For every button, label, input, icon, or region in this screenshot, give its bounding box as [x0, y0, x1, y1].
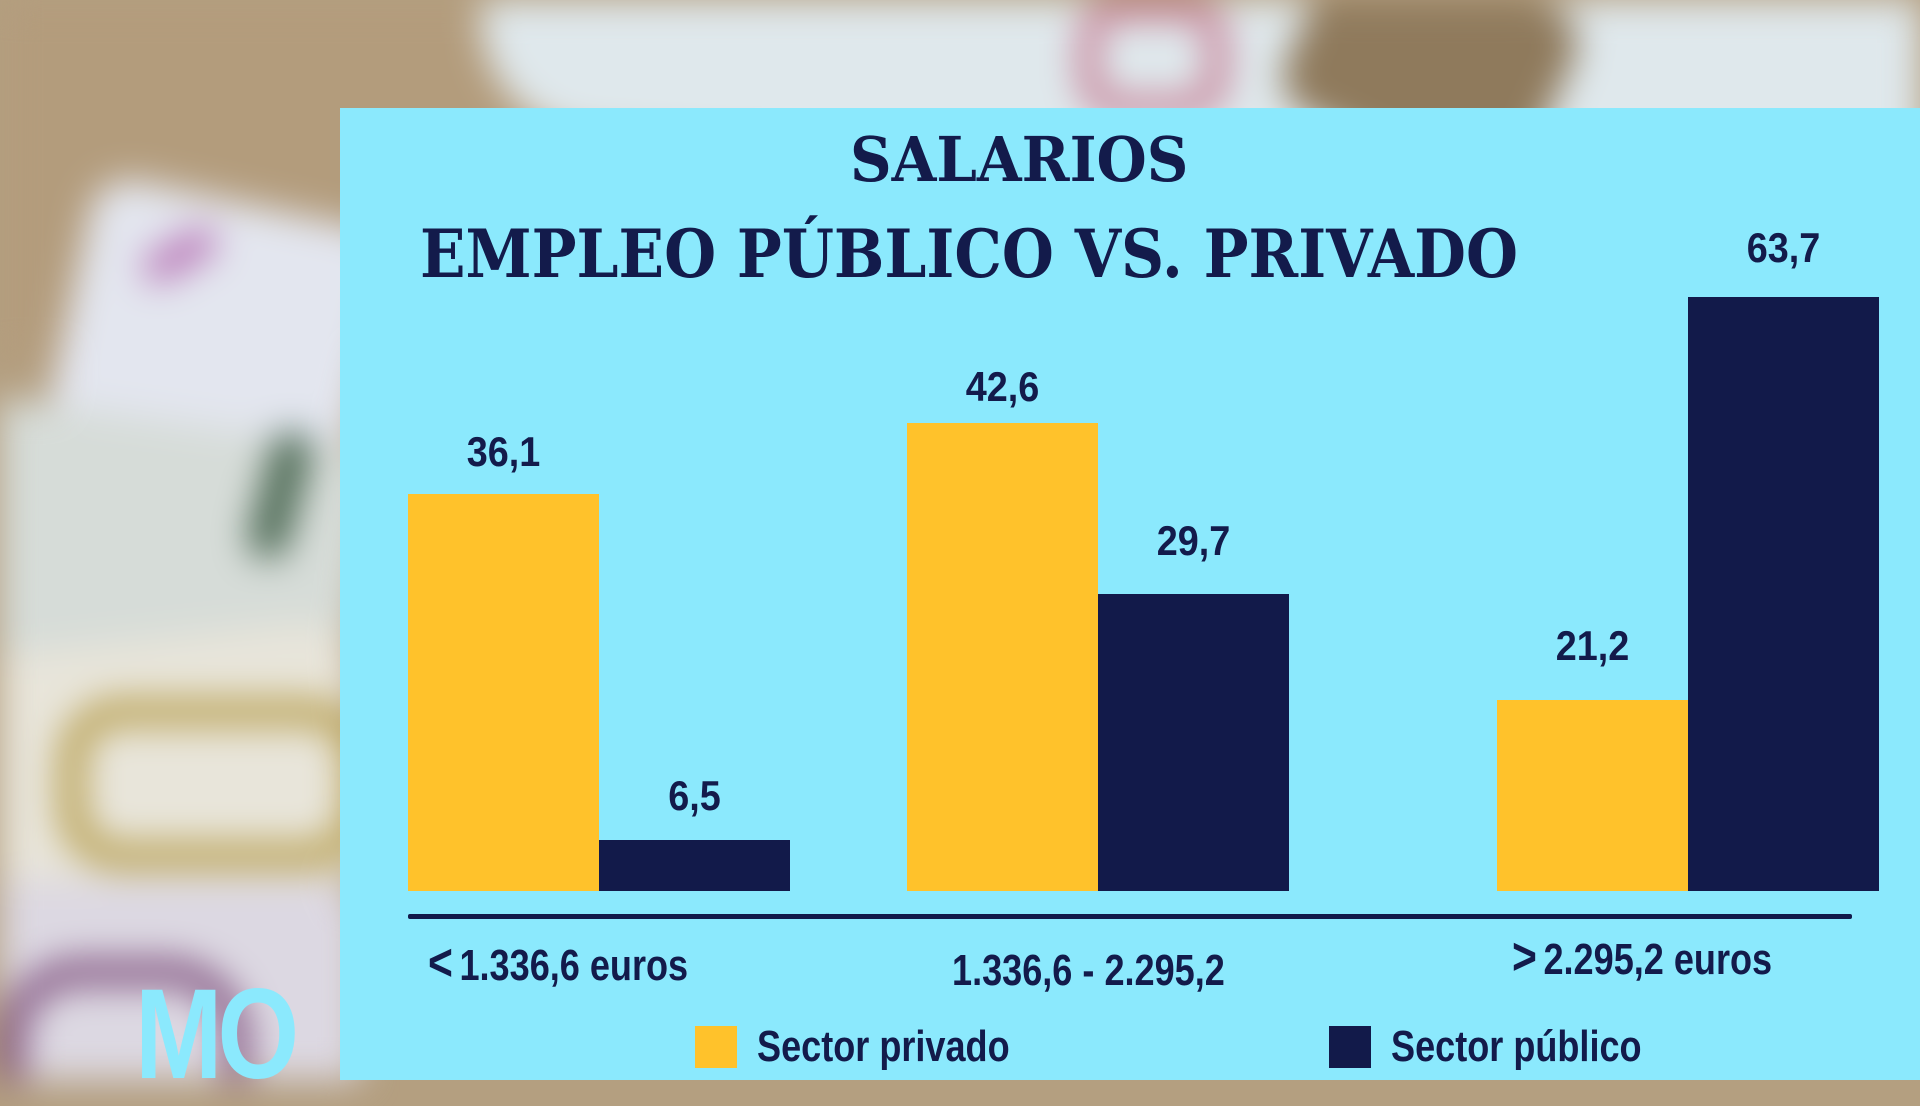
bar-privado-3 [1497, 700, 1688, 891]
chart-panel: SALARIOS EMPLEO PÚBLICO VS. PRIVADO 36,1… [340, 108, 1920, 1080]
greater-than-icon: > [1512, 928, 1537, 986]
brand-logo: MO [135, 963, 299, 1106]
legend-item-publico: Sector público [1329, 1022, 1697, 1072]
bar-publico-2 [1098, 594, 1289, 891]
bar-privado-1 [408, 494, 599, 891]
bar-publico-3 [1688, 297, 1879, 891]
legend-label-privado: Sector privado [757, 1022, 1010, 1071]
legend-label-publico: Sector público [1391, 1022, 1642, 1071]
value-label-privado-3: 21,2 [1555, 622, 1630, 669]
category-label-2: 1.336,6 - 2.295,2 [952, 946, 1225, 995]
legend-swatch-privado [695, 1026, 737, 1068]
legend-swatch-publico [1329, 1026, 1371, 1068]
legend-item-privado: Sector privado [695, 1022, 1065, 1072]
bar-privado-2 [907, 423, 1098, 891]
value-label-publico-3: 63,7 [1746, 224, 1821, 271]
value-label-privado-2: 42,6 [965, 363, 1040, 410]
less-than-icon: < [428, 934, 453, 992]
value-label-publico-1: 6,5 [668, 772, 721, 819]
value-label-privado-1: 36,1 [466, 428, 541, 475]
chart-title: SALARIOS [850, 123, 1189, 196]
category-label-1: <1.336,6 euros [428, 934, 689, 992]
category-label-3: >2.295,2 euros [1512, 928, 1773, 986]
chart-subtitle: EMPLEO PÚBLICO VS. PRIVADO [420, 215, 1519, 293]
bar-chart: 36,1 6,5 42,6 29,7 21,2 63,7 <1.336,6 eu… [340, 108, 1920, 1080]
value-label-publico-2: 29,7 [1156, 517, 1231, 564]
bar-publico-1 [599, 840, 790, 891]
x-axis-line [408, 914, 1852, 919]
